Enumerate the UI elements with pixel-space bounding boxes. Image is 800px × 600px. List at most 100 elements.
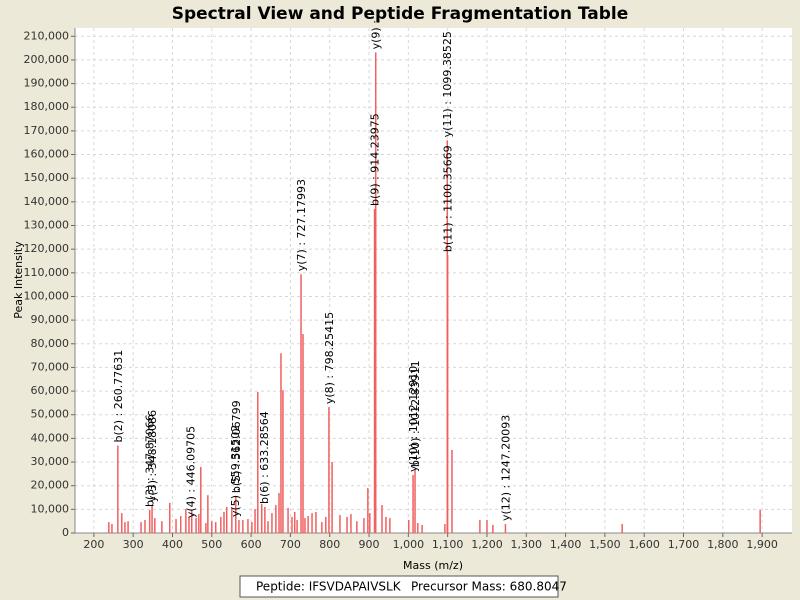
y-tick-label: 10,000 (31, 502, 70, 515)
peak (287, 507, 289, 533)
peak-annotation: y(8) : 798.25415 (323, 312, 336, 404)
peak (504, 524, 507, 533)
peak (446, 255, 449, 533)
peak (238, 519, 240, 533)
y-tick-label: 60,000 (31, 384, 70, 397)
peak (271, 513, 273, 533)
peak (278, 493, 280, 533)
peak-annotation: y(5) : 559.31502 (229, 425, 242, 517)
peak (179, 515, 182, 533)
peak (291, 516, 293, 533)
y-tick-label: 50,000 (31, 408, 70, 421)
peak (121, 513, 123, 533)
peak (492, 524, 494, 533)
x-tick-label: 1,700 (668, 538, 700, 551)
precursor-info: Precursor Mass: 680.8047 (411, 580, 567, 594)
peak (444, 524, 446, 533)
y-tick-label: 130,000 (24, 219, 70, 232)
peak (190, 510, 193, 533)
peak (275, 505, 277, 533)
y-tick-label: 40,000 (31, 431, 70, 444)
peak-annotation: y(10) : 1012.12910 (407, 366, 420, 472)
peak (321, 522, 323, 533)
peak (346, 516, 348, 533)
peak (140, 522, 142, 533)
y-tick-label: 190,000 (24, 77, 70, 90)
y-tick-label: 140,000 (24, 195, 70, 208)
y-tick-label: 30,000 (31, 455, 70, 468)
x-tick-label: 1,100 (432, 538, 464, 551)
peak (389, 518, 391, 533)
peak (207, 495, 209, 533)
peak (328, 407, 330, 533)
peak-annotation: y(3) : 348.18086 (146, 410, 159, 502)
y-tick-label: 100,000 (24, 289, 70, 302)
plot-area (75, 28, 792, 533)
x-tick-label: 200 (83, 538, 104, 551)
peak (247, 519, 249, 533)
peak (205, 523, 207, 533)
peak (486, 519, 488, 533)
peak-annotation: b(2) : 260.77631 (112, 350, 125, 443)
peak-annotation: y(11) : 1099.38525 (441, 31, 454, 137)
y-tick-label: 210,000 (24, 29, 70, 42)
peak (302, 334, 304, 533)
peak (621, 524, 623, 533)
peak (374, 52, 377, 533)
peak (168, 502, 171, 533)
peak (339, 515, 341, 533)
peak (242, 519, 244, 533)
peak (235, 496, 237, 533)
peak-annotation: b(10) : 1012.83911 (409, 360, 422, 467)
peak (282, 390, 284, 533)
peak (111, 524, 113, 533)
peak (175, 519, 177, 533)
peak (307, 515, 309, 533)
x-tick-label: 700 (280, 538, 301, 551)
peak (350, 514, 352, 533)
peak (451, 449, 453, 533)
peak-annotation: b(9) : 914.23975 (369, 113, 382, 206)
peptide-info: Peptide: IFSVDAPAIVSLK (256, 580, 402, 594)
peak (251, 522, 253, 533)
peak (363, 518, 365, 533)
y-tick-label: 170,000 (24, 124, 70, 137)
peak (267, 521, 269, 533)
peak-annotation: b(11) : 1100.35669 (442, 145, 455, 252)
y-axis-label: Peak Intensity (12, 241, 25, 319)
x-tick-label: 900 (359, 538, 380, 551)
peak (185, 509, 187, 533)
peak-annotation: y(12) : 1247.20093 (499, 415, 512, 521)
y-tick-label: 80,000 (31, 337, 70, 350)
peak (161, 521, 163, 533)
peak (331, 462, 333, 533)
peak (225, 506, 228, 533)
peak-annotation: b(6) : 633.28564 (258, 411, 271, 504)
peak (296, 519, 298, 533)
peak-annotation: b(5) : 562.06799 (230, 400, 243, 493)
x-tick-label: 1,000 (393, 538, 425, 551)
peak (231, 507, 233, 533)
peak (381, 505, 383, 533)
peak-annotation: y(4) : 446.09705 (185, 426, 198, 518)
peak (151, 505, 153, 533)
peak (412, 475, 414, 533)
peak (148, 510, 151, 533)
peak (356, 521, 358, 533)
x-tick-label: 1,600 (628, 538, 660, 551)
peak (369, 513, 371, 533)
info-box (239, 575, 559, 598)
peak-annotation: b(3) : 347.87066 (144, 414, 157, 507)
chart-title: Spectral View and Peptide Fragmentation … (172, 4, 629, 24)
peak (264, 506, 266, 533)
x-tick-label: 600 (241, 538, 262, 551)
peak (200, 467, 202, 533)
peak-annotation: y(9) : (370, 20, 383, 49)
y-tick-label: 200,000 (24, 53, 70, 66)
peak (188, 516, 190, 533)
peak (311, 513, 313, 533)
peak (407, 519, 410, 533)
peak (154, 518, 156, 533)
x-tick-label: 1,500 (589, 538, 621, 551)
